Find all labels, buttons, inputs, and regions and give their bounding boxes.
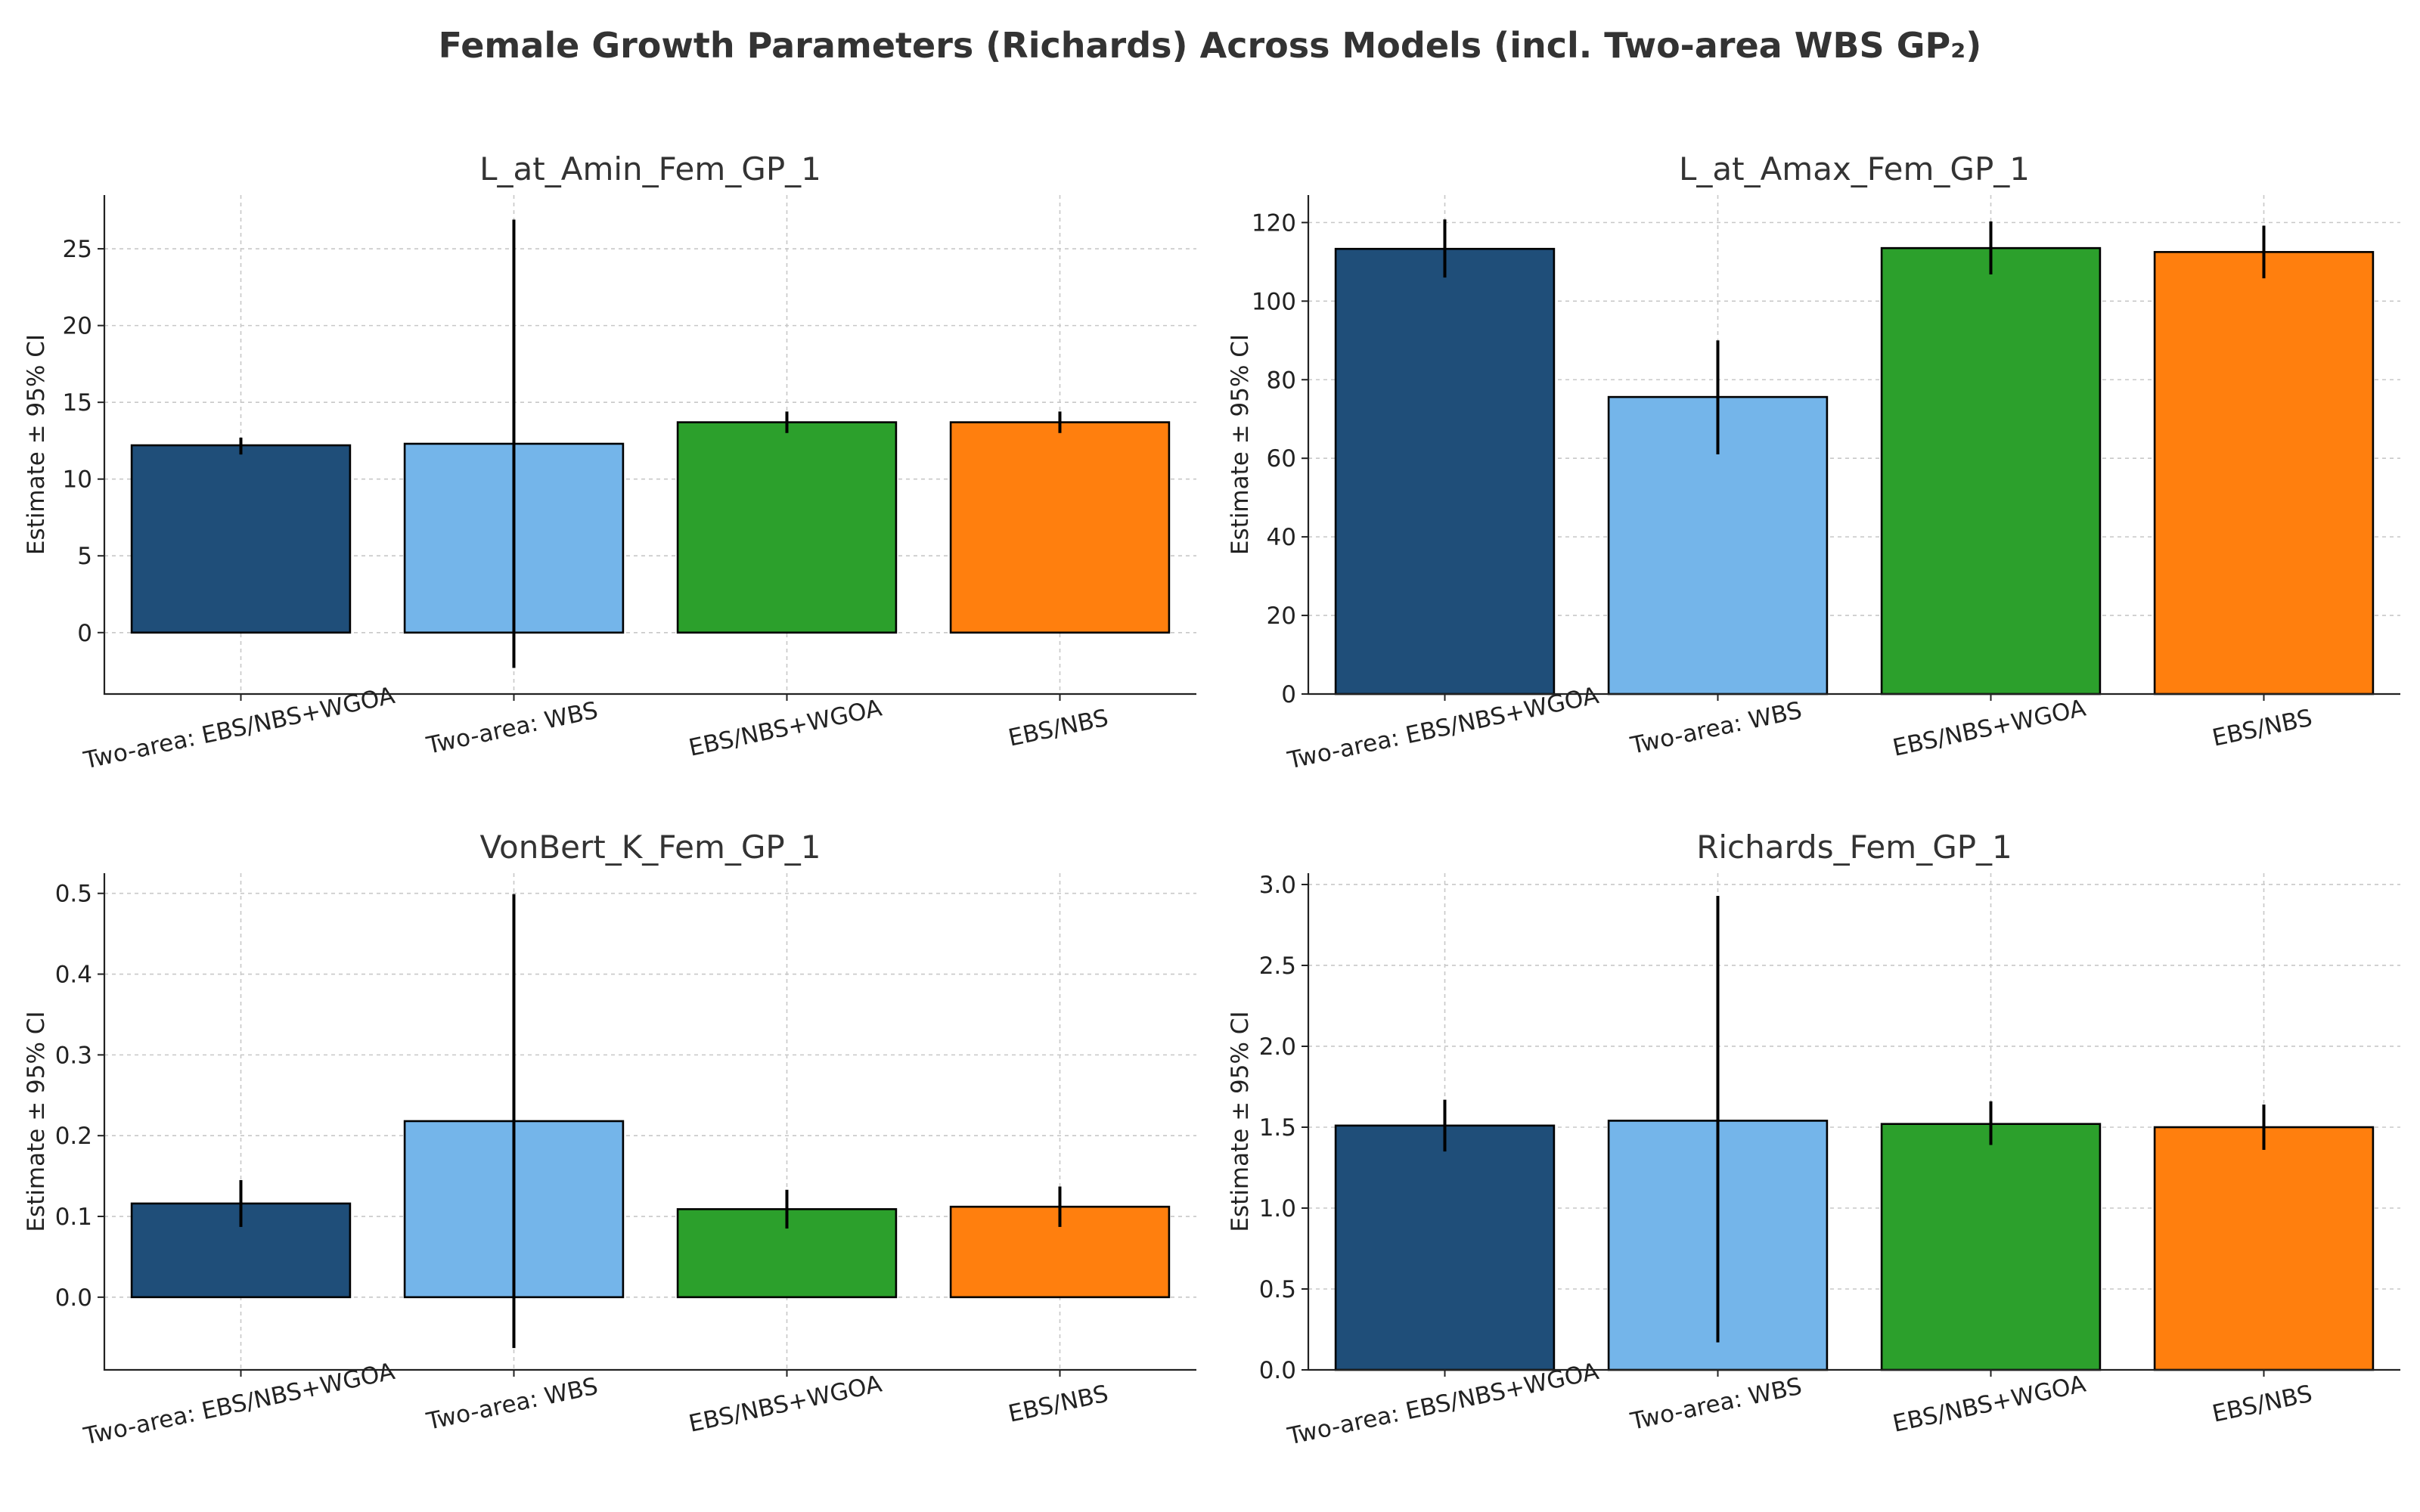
panel-title: L_at_Amax_Fem_GP_1 bbox=[1679, 150, 2030, 187]
x-tick-label: EBS/NBS bbox=[2210, 1380, 2315, 1428]
bar-4 bbox=[2153, 251, 2375, 696]
y-tick-label: 120 bbox=[1252, 209, 1296, 237]
y-tick-label: 5 bbox=[77, 543, 92, 570]
y-tick-label: 2.0 bbox=[1259, 1033, 1296, 1061]
figure-title: Female Growth Parameters (Richards) Acro… bbox=[439, 25, 1982, 66]
x-tick-label: Two-area: WBS bbox=[424, 1373, 600, 1436]
chart-panels: 0 5 10 15 20 25 Two-area: EBS/NBS+WGOA Two-area… bbox=[23, 150, 2400, 1451]
axes-spine bbox=[103, 195, 1196, 696]
y-tick-label: 100 bbox=[1252, 288, 1296, 315]
x-tick-label: Two-area: WBS bbox=[424, 697, 600, 760]
y-tick-label: 20 bbox=[1267, 603, 1296, 630]
y-tick-label: 0 bbox=[1281, 681, 1296, 708]
y-tick-label: 2.5 bbox=[1259, 953, 1296, 980]
bar-3 bbox=[1880, 1123, 2102, 1371]
y-tick-label: 0.0 bbox=[1259, 1357, 1296, 1384]
chart-panel-4: 0.0 0.5 1.0 1.5 2.0 2.5 3.0 Two-area: EBS/NBS+W… bbox=[1227, 829, 2400, 1451]
bar-1 bbox=[1334, 247, 1556, 696]
x-tick-label: EBS/NBS+WGOA bbox=[1891, 1371, 2089, 1438]
y-axis-label: Estimate ± 95% CI bbox=[23, 334, 50, 555]
axes-spine bbox=[103, 873, 1196, 1371]
y-tick-label: 1.0 bbox=[1259, 1195, 1296, 1222]
y-tick-label: 0.5 bbox=[1259, 1276, 1296, 1303]
x-tick-label: EBS/NBS bbox=[1006, 705, 1111, 752]
y-tick-label: 0.0 bbox=[55, 1284, 92, 1312]
y-tick-label: 0.4 bbox=[55, 962, 92, 989]
y-tick-label: 60 bbox=[1267, 445, 1296, 472]
chart-panel-2: 0 20 40 60 80 100 120 Two-area: EBS/NBS+WGOA Two… bbox=[1227, 150, 2400, 775]
x-tick-label: Two-area: EBS/NBS+WGOA bbox=[81, 682, 397, 775]
x-tick-label: EBS/NBS bbox=[1006, 1380, 1111, 1428]
y-tick-label: 20 bbox=[63, 313, 92, 340]
x-tick-label: EBS/NBS+WGOA bbox=[687, 1371, 885, 1438]
x-tick-label: Two-area: WBS bbox=[1627, 697, 1804, 760]
y-tick-label: 0 bbox=[77, 620, 92, 647]
y-tick-label: 0.5 bbox=[55, 881, 92, 908]
y-tick-label: 80 bbox=[1267, 367, 1296, 394]
x-tick-label: Two-area: WBS bbox=[1627, 1373, 1804, 1436]
y-tick-label: 25 bbox=[63, 236, 92, 263]
x-tick-label: Two-area: EBS/NBS+WGOA bbox=[1285, 1358, 1601, 1451]
y-axis-label: Estimate ± 95% CI bbox=[1227, 334, 1254, 555]
bar-4 bbox=[949, 421, 1171, 634]
y-tick-label: 10 bbox=[63, 466, 92, 494]
chart-panel-3: 0.0 0.1 0.2 0.3 0.4 0.5 Two-area: EBS/NBS+WGOA… bbox=[23, 829, 1196, 1451]
bar-1 bbox=[130, 444, 352, 634]
y-tick-label: 0.3 bbox=[55, 1042, 92, 1069]
y-tick-label: 15 bbox=[63, 389, 92, 417]
y-tick-label: 40 bbox=[1267, 524, 1296, 551]
x-tick-label: Two-area: EBS/NBS+WGOA bbox=[1285, 682, 1601, 775]
x-tick-label: EBS/NBS+WGOA bbox=[1891, 695, 2089, 762]
y-tick-label: 1.5 bbox=[1259, 1114, 1296, 1142]
y-axis-label: Estimate ± 95% CI bbox=[1227, 1011, 1254, 1232]
y-tick-label: 3.0 bbox=[1259, 872, 1296, 899]
bar-4 bbox=[2153, 1126, 2375, 1371]
x-tick-label: EBS/NBS+WGOA bbox=[687, 695, 885, 762]
chart-panel-1: 0 5 10 15 20 25 Two-area: EBS/NBS+WGOA Two-area… bbox=[23, 150, 1196, 775]
y-axis-label: Estimate ± 95% CI bbox=[23, 1011, 50, 1232]
x-tick-label: Two-area: EBS/NBS+WGOA bbox=[81, 1358, 397, 1451]
y-tick-label: 0.2 bbox=[55, 1123, 92, 1150]
panel-title: VonBert_K_Fem_GP_1 bbox=[480, 829, 821, 866]
panel-title: Richards_Fem_GP_1 bbox=[1696, 829, 2012, 866]
bar-3 bbox=[676, 421, 898, 634]
x-tick-label: EBS/NBS bbox=[2210, 705, 2315, 752]
bar-1 bbox=[1334, 1124, 1556, 1371]
bar-3 bbox=[1880, 246, 2102, 696]
panel-title: L_at_Amin_Fem_GP_1 bbox=[479, 150, 821, 187]
y-tick-label: 0.1 bbox=[55, 1204, 92, 1231]
